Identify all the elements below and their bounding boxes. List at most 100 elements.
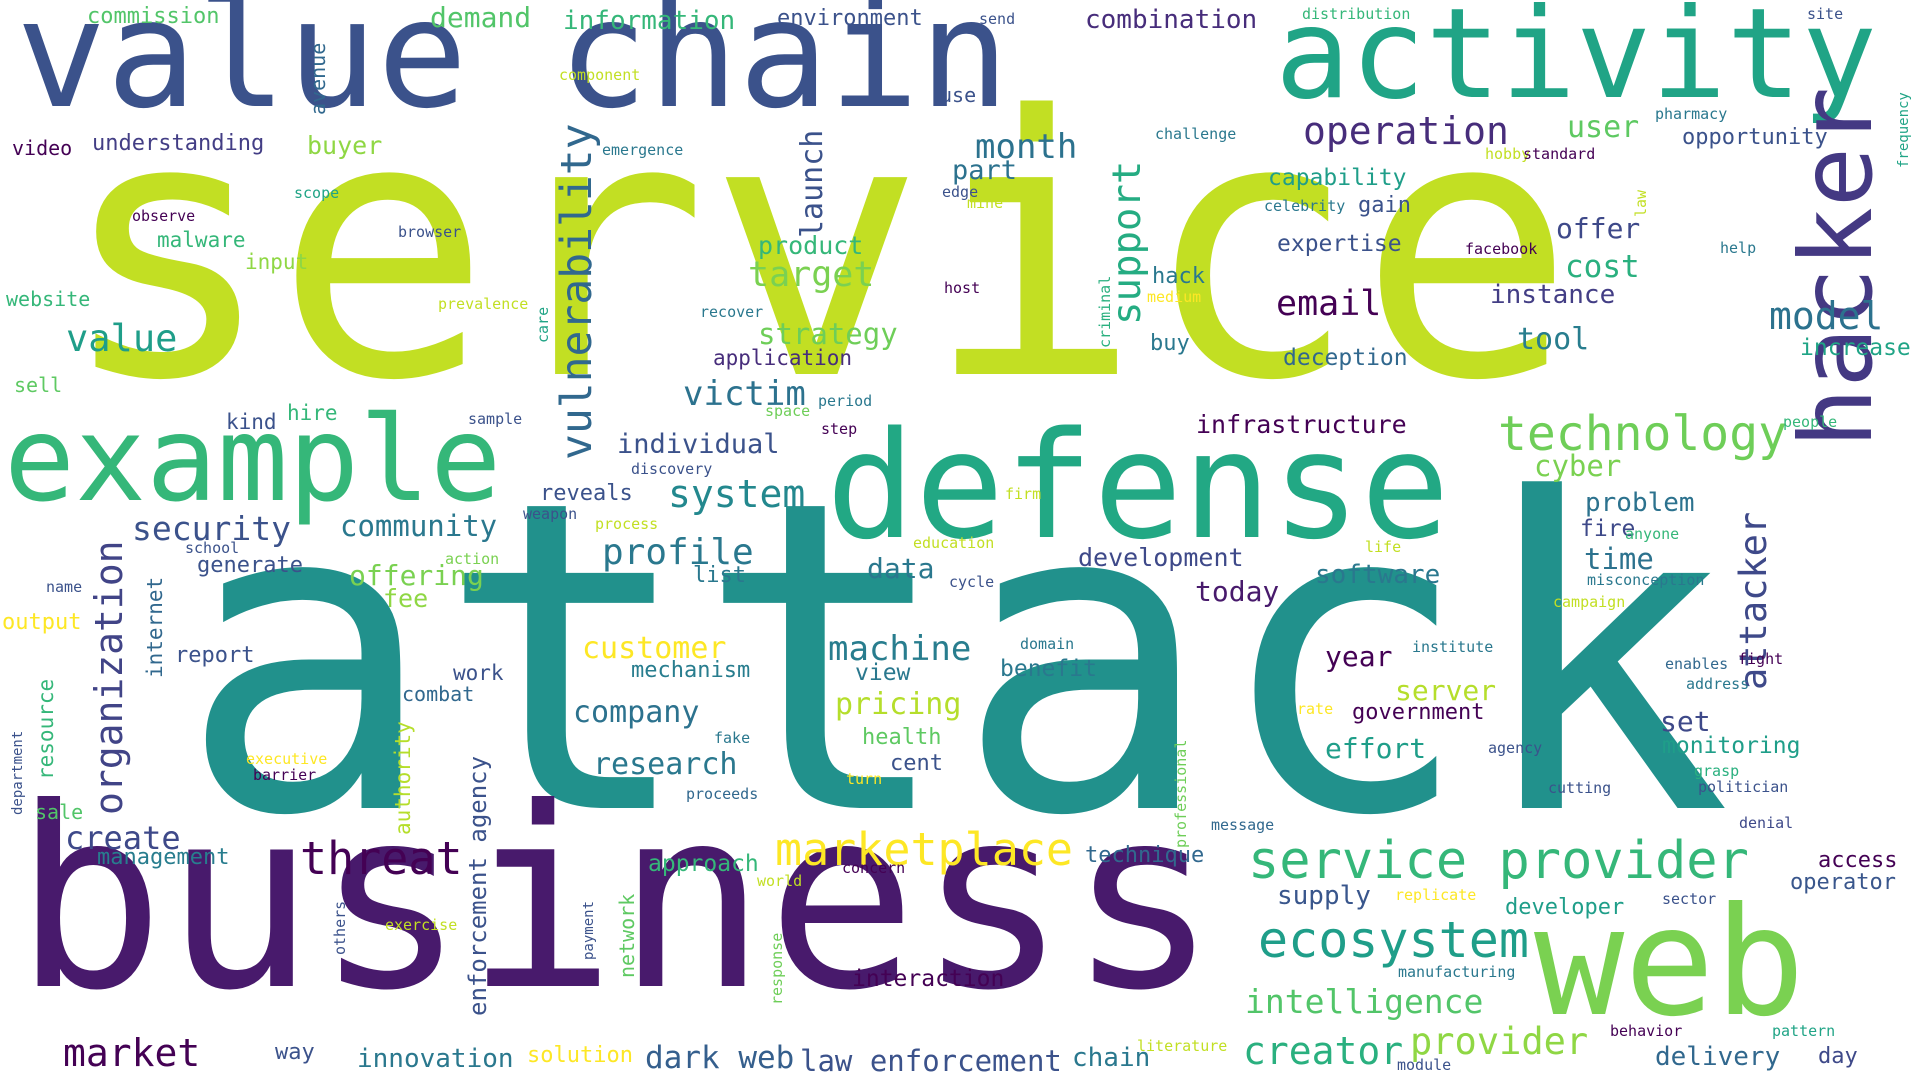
- word: monitoring: [1662, 733, 1801, 759]
- word: agency: [1488, 739, 1543, 757]
- word: approach: [648, 851, 759, 877]
- word: politician: [1698, 778, 1789, 796]
- word: prevalence: [438, 295, 529, 313]
- word: campaign: [1553, 593, 1626, 611]
- word: health: [862, 725, 942, 750]
- word: strategy: [758, 317, 898, 351]
- word: misconception: [1587, 571, 1705, 589]
- word: output: [2, 610, 82, 635]
- word: hire: [287, 401, 338, 425]
- word: professional: [1172, 739, 1190, 848]
- word: intelligence: [1245, 982, 1484, 1021]
- word: emergence: [602, 141, 684, 159]
- word: offering: [349, 559, 484, 592]
- word: fake: [714, 729, 751, 747]
- word: developer: [1505, 895, 1625, 920]
- word: management: [97, 845, 230, 870]
- word: anyone: [1625, 525, 1680, 543]
- word: defense: [826, 400, 1450, 572]
- word: concern: [842, 859, 906, 877]
- word: development: [1078, 543, 1244, 572]
- word: resource: [34, 678, 58, 780]
- word: gain: [1358, 193, 1411, 218]
- word: value chain: [16, 0, 1010, 142]
- word: enforcement agency: [464, 755, 492, 1016]
- word: ecosystem: [1258, 911, 1529, 969]
- word: malware: [157, 228, 246, 252]
- word: video: [12, 136, 73, 160]
- word: enables: [1665, 655, 1729, 673]
- word: market: [63, 1031, 201, 1075]
- word: avenue: [306, 42, 330, 115]
- word: module: [1397, 1056, 1452, 1074]
- word: understanding: [92, 131, 265, 156]
- word: cyber: [1534, 449, 1622, 483]
- word: delivery: [1655, 1042, 1781, 1072]
- word: launch: [795, 129, 830, 238]
- word: sell: [14, 373, 63, 397]
- word: marketplace: [775, 823, 1074, 876]
- word: reveals: [540, 481, 633, 506]
- word: machine: [828, 629, 972, 669]
- word: department: [10, 730, 26, 815]
- word: school: [185, 539, 240, 557]
- word: authority: [391, 721, 415, 835]
- word: data: [867, 552, 935, 585]
- word: provider: [1410, 1020, 1589, 1063]
- word: user: [1567, 110, 1640, 145]
- word: activity: [1275, 0, 1878, 127]
- word: capability: [1268, 165, 1407, 191]
- word: supply: [1277, 881, 1371, 911]
- word: cent: [890, 751, 943, 776]
- word: step: [821, 420, 858, 438]
- word: system: [668, 472, 806, 516]
- word: service: [58, 40, 1576, 459]
- word: name: [46, 578, 83, 596]
- word: challenge: [1155, 125, 1237, 143]
- word: fee: [383, 584, 429, 613]
- word: dark web: [645, 1040, 795, 1076]
- word: expertise: [1277, 231, 1402, 257]
- word: cost: [1565, 249, 1640, 285]
- word: browser: [398, 223, 462, 241]
- word: benefit: [1000, 656, 1097, 682]
- word: send: [979, 10, 1016, 28]
- word: threat: [300, 832, 463, 885]
- word: example: [4, 390, 502, 528]
- word: fire: [1580, 516, 1636, 542]
- word: pharmacy: [1655, 105, 1728, 123]
- word: period: [818, 392, 873, 410]
- word: firm: [1005, 485, 1042, 503]
- word: weapon: [523, 505, 578, 523]
- word: frequency: [1896, 92, 1912, 168]
- word: process: [595, 515, 659, 533]
- word: kind: [226, 410, 277, 434]
- word: combination: [1085, 5, 1258, 35]
- word: sample: [468, 410, 523, 428]
- word: criminal: [1096, 275, 1114, 348]
- word: commission: [87, 4, 220, 29]
- word: edge: [942, 183, 979, 201]
- word: law: [1632, 189, 1650, 217]
- word: value: [66, 317, 178, 360]
- word: target: [748, 255, 875, 295]
- word: environment: [777, 6, 923, 31]
- word: product: [758, 231, 864, 260]
- word: replicate: [1395, 886, 1477, 904]
- word: payment: [581, 900, 597, 960]
- word: year: [1325, 640, 1393, 673]
- word: space: [765, 402, 811, 420]
- word: victim: [683, 374, 806, 414]
- word: grasp: [1694, 762, 1740, 780]
- word: hobby: [1485, 145, 1531, 163]
- word: pattern: [1772, 1022, 1836, 1040]
- word: tool: [1517, 322, 1590, 357]
- word: buy: [1150, 331, 1190, 356]
- word: exercise: [385, 916, 458, 934]
- word: increase: [1800, 335, 1911, 361]
- word: month: [975, 127, 1078, 167]
- word: community: [340, 509, 498, 543]
- word: instance: [1490, 280, 1616, 310]
- word: proceeds: [686, 785, 759, 803]
- word: institute: [1412, 638, 1494, 656]
